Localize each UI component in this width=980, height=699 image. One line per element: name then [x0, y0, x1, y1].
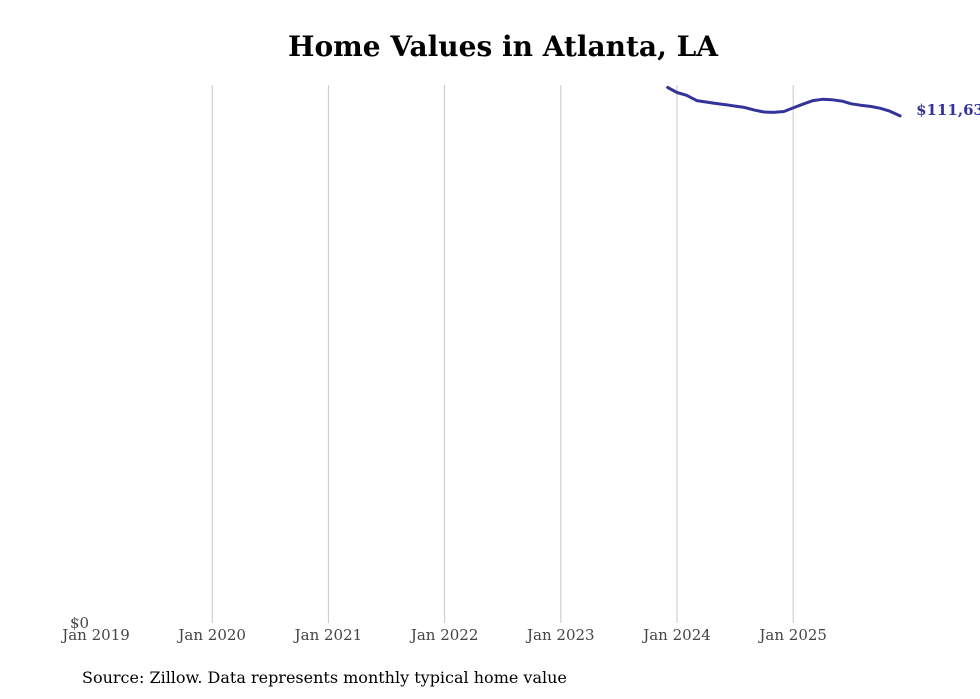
x-tick-label: Jan 2020	[176, 626, 246, 644]
x-tick-label: Jan 2023	[525, 626, 595, 644]
chart-title: Home Values in Atlanta, LA	[288, 30, 718, 63]
line-chart: Jan 2019 Jan 2020 Jan 2021 Jan 2022 Jan 2023…	[60, 85, 980, 644]
gridlines	[211, 85, 794, 623]
x-tick-label: Jan 2022	[409, 626, 479, 644]
series-layer	[666, 86, 902, 118]
end-value-label: $111,635	[916, 101, 980, 119]
x-axis: Jan 2019 Jan 2020 Jan 2021 Jan 2022 Jan 2023…	[60, 626, 827, 644]
x-tick-label: Jan 2025	[757, 626, 827, 644]
x-tick-label: Jan 2024	[641, 626, 711, 644]
x-tick-label: Jan 2021	[293, 626, 363, 644]
series-line	[666, 86, 902, 118]
y-tick-label: $0	[70, 614, 89, 632]
x-tick-label: Jan 2019	[60, 626, 130, 644]
source-note: Source: Zillow. Data represents monthly …	[82, 668, 567, 687]
